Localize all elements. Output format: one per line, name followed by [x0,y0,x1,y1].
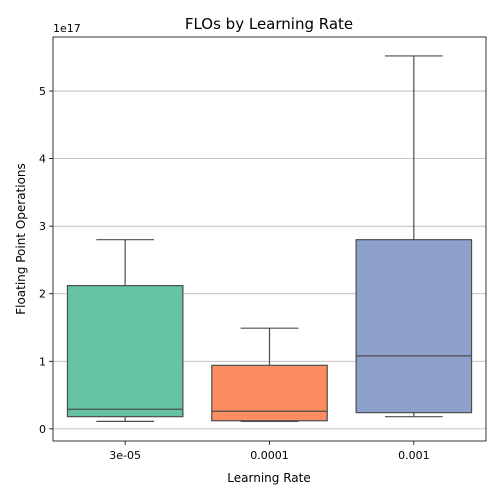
box-0.001 [355,55,473,418]
iqr-box [355,239,473,414]
y-tick-label: 5 [39,85,46,98]
y-tick-label: 4 [39,153,46,166]
x-axis-label: Learning Rate [227,471,310,485]
y-axis-label: Floating Point Operations [14,163,28,315]
box-0.0001 [211,327,328,423]
iqr-box [66,285,184,418]
box-3e-05 [66,239,184,423]
x-tick-label: 3e-05 [109,449,141,462]
x-tick-label: 0.0001 [250,449,289,462]
iqr-box [211,364,328,422]
x-tick-label: 0.001 [398,449,430,462]
y-axis-ticks: 0 1 2 3 4 5 [39,85,53,436]
y-axis-offset-label: 1e17 [53,22,81,35]
y-tick-label: 1 [39,355,46,368]
y-tick-label: 3 [39,220,46,233]
y-tick-label: 0 [39,423,46,436]
x-axis-ticks: 3e-05 0.0001 0.001 [109,441,430,462]
chart-title: FLOs by Learning Rate [185,15,353,33]
y-tick-label: 2 [39,288,46,301]
boxes-group [66,55,473,423]
